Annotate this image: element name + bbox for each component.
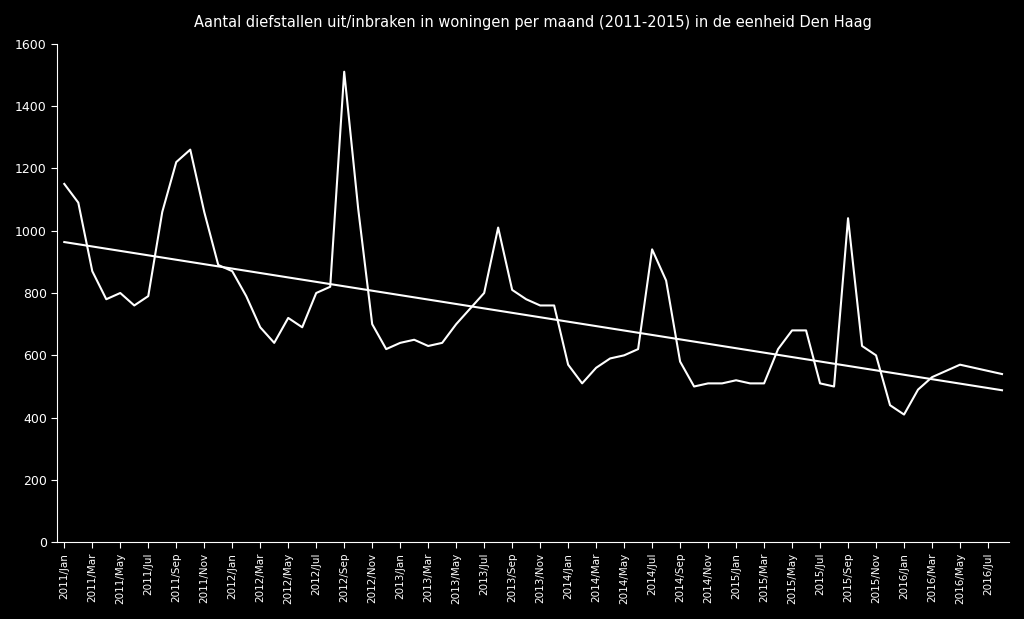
Title: Aantal diefstallen uit/inbraken in woningen per maand (2011-2015) in de eenheid : Aantal diefstallen uit/inbraken in wonin…: [195, 15, 872, 30]
